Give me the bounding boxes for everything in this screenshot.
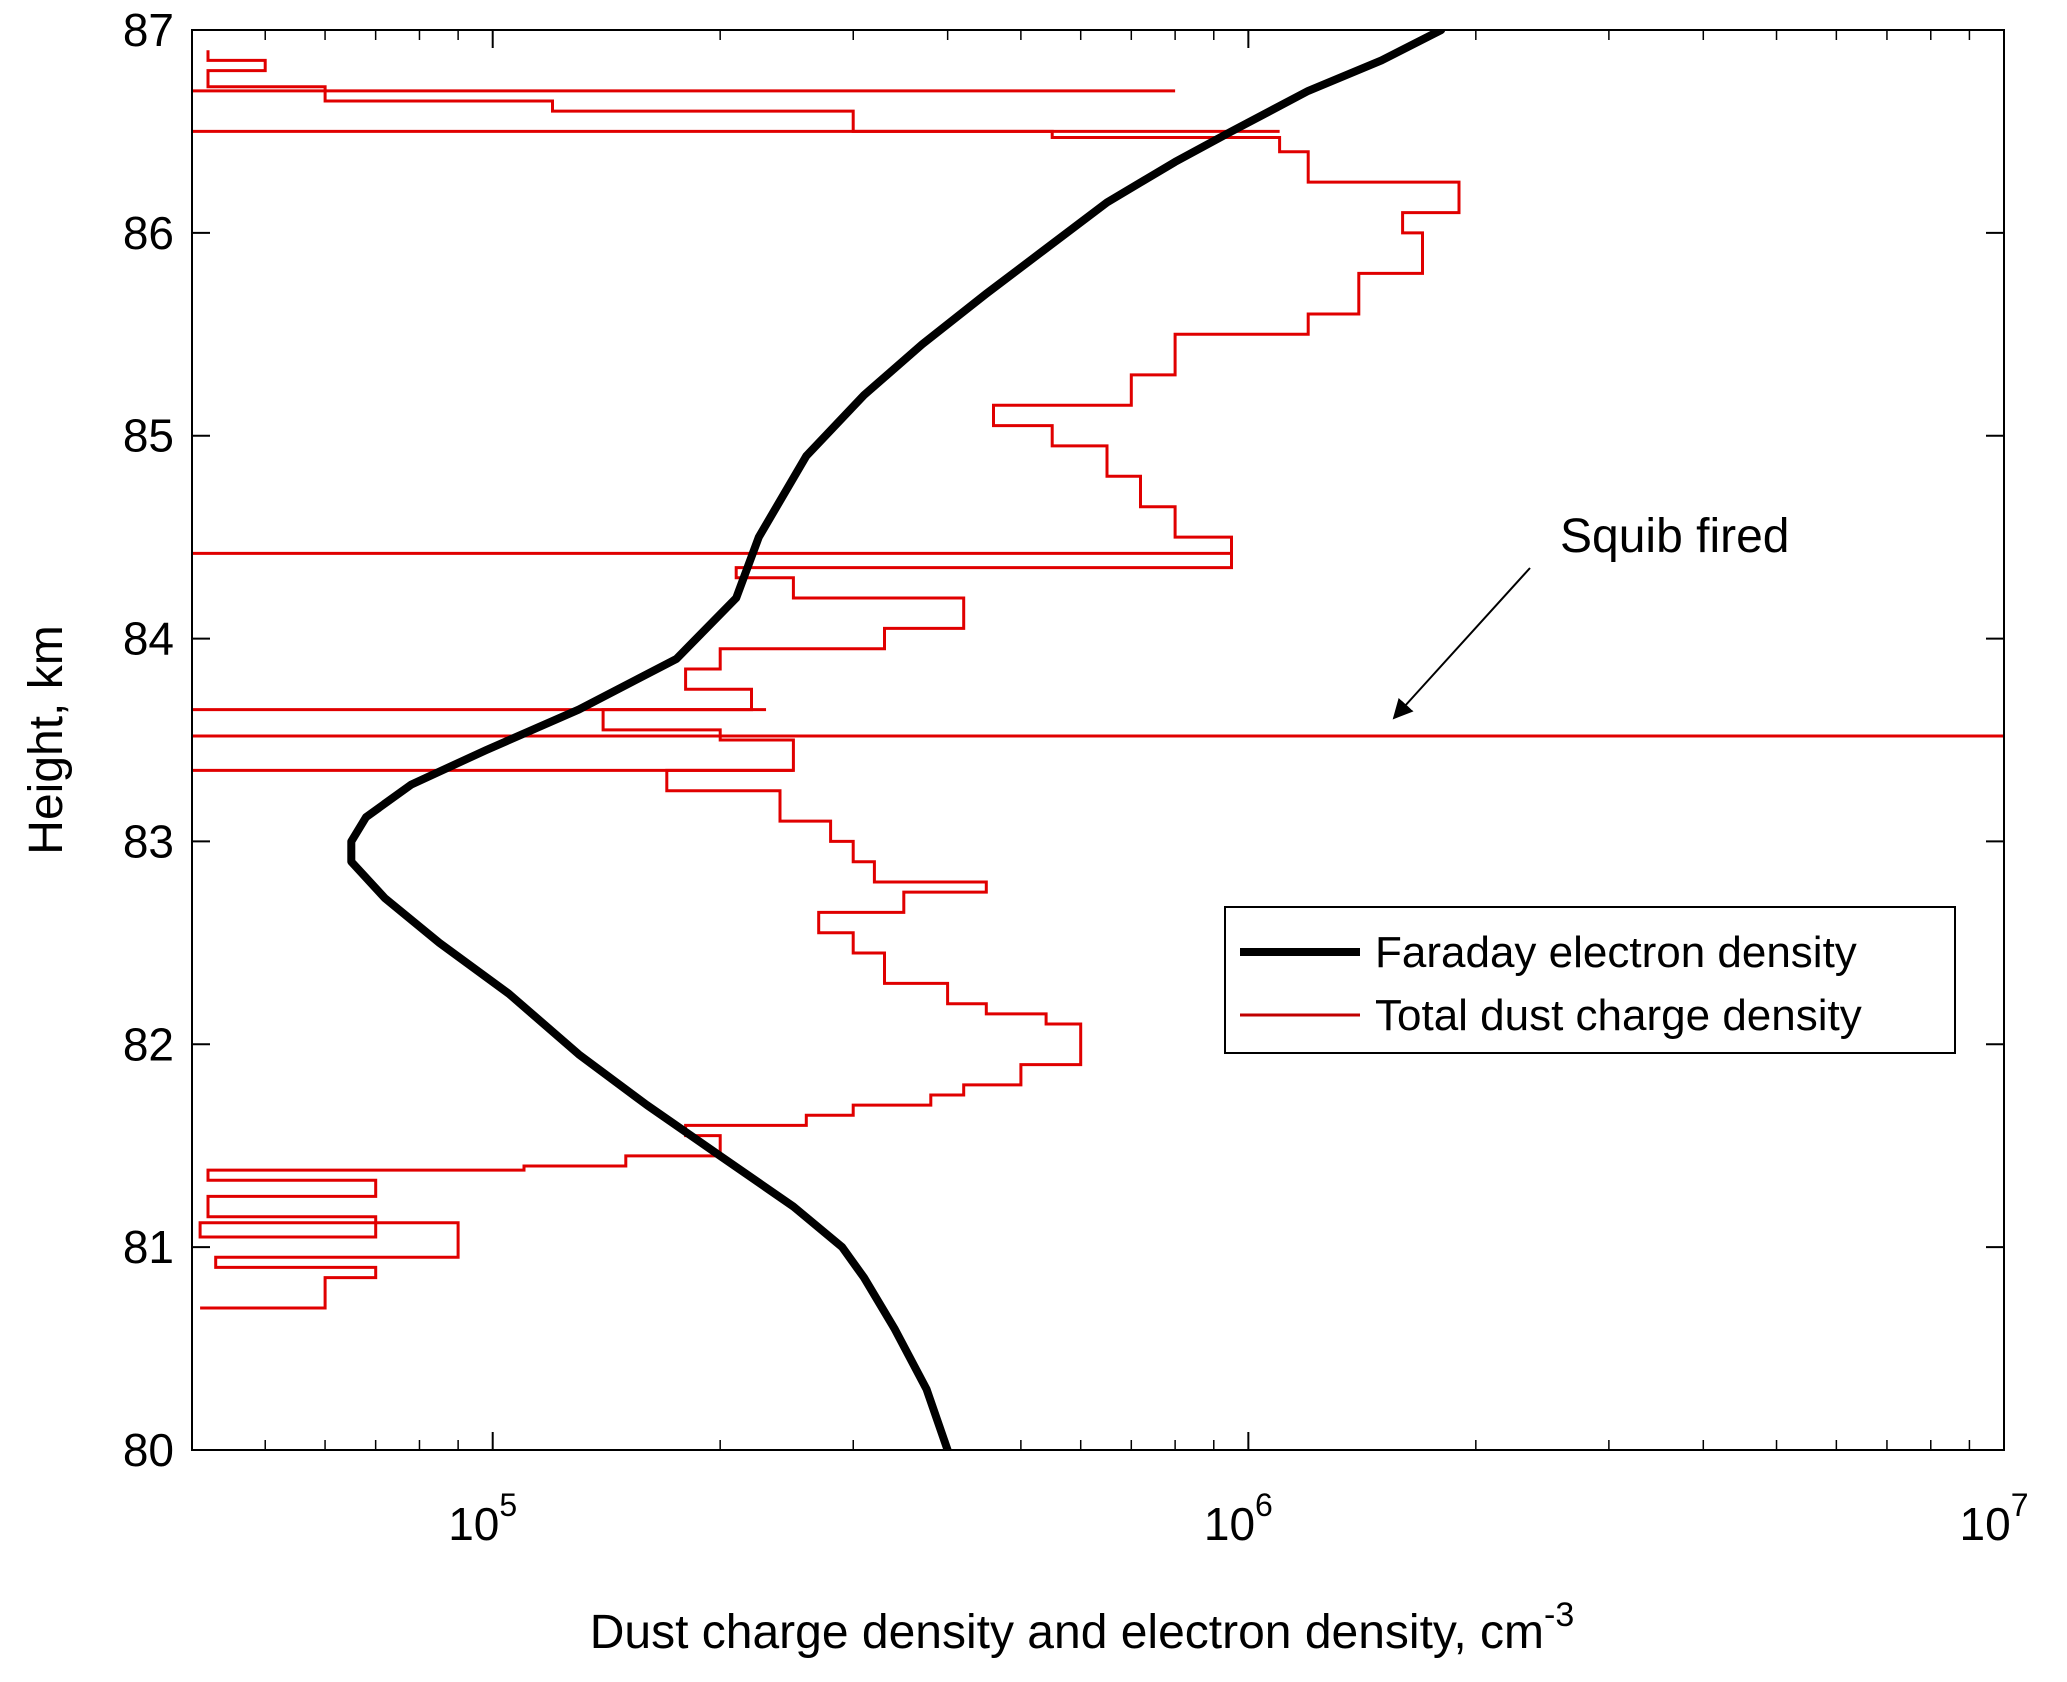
plot-frame <box>191 29 2005 1451</box>
plot-background <box>192 30 2004 1450</box>
y-tick-label: 84 <box>123 613 174 665</box>
minor-ticks <box>264 30 1971 1450</box>
annotation: Squib fired <box>1392 510 1789 720</box>
plot-area <box>192 30 2004 1450</box>
y-tick-label: 80 <box>123 1424 174 1476</box>
legend-label-dust: Total dust charge density <box>1375 991 1862 1040</box>
legend-label-faraday: Faraday electron density <box>1375 928 1857 977</box>
y-tick-label: 82 <box>123 1018 174 1070</box>
y-tick-label: 81 <box>123 1221 174 1273</box>
x-tick-label: 106 <box>1204 1487 1273 1550</box>
series-layer <box>192 30 2004 1450</box>
y-tick-label: 83 <box>123 815 174 867</box>
y-tick-label: 87 <box>123 4 174 56</box>
annotation-arrow <box>1392 567 1531 720</box>
y-tick-label: 86 <box>123 207 174 259</box>
tick-labels: 105 106 107 80 81 82 83 84 85 86 87 <box>123 4 2029 1550</box>
legend: Faraday electron density Total dust char… <box>1224 906 1956 1054</box>
series-faraday-electron-density <box>347 30 1446 1450</box>
x-tick-label: 107 <box>1960 1487 2029 1550</box>
annotation-label: Squib fired <box>1560 510 1789 563</box>
x-tick-label: 105 <box>448 1487 517 1550</box>
x-axis-label: Dust charge density and electron density… <box>590 1596 1575 1659</box>
legend-box <box>1224 906 1956 1054</box>
y-axis-title: Height, km <box>20 625 73 854</box>
series-total-dust-charge-density <box>198 50 1461 1310</box>
y-tick-label: 85 <box>123 410 174 462</box>
y-axis-label: Height, km <box>20 625 73 854</box>
